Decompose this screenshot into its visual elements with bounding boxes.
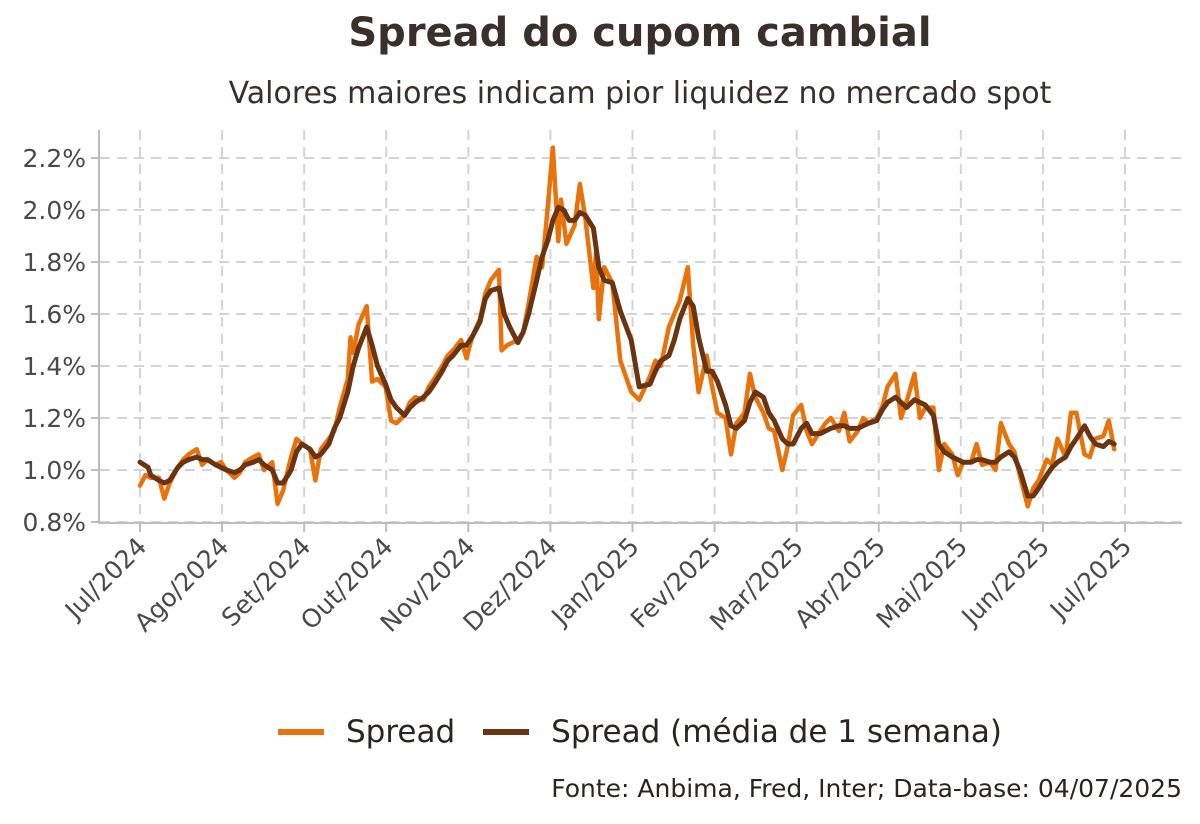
legend-swatch-spread-media — [483, 729, 530, 735]
legend-label-spread-media: Spread (média de 1 semana) — [551, 714, 1003, 750]
y-tick-label: 0.8% — [22, 508, 86, 537]
x-tick-label: Mai/2025 — [871, 532, 973, 634]
chart-subtitle: Valores maiores indicam pior liquidez no… — [228, 76, 1052, 111]
y-tick-label: 2.2% — [22, 144, 86, 173]
legend-item-spread: Spread — [277, 714, 456, 750]
series-lines — [137, 145, 1117, 509]
x-tick-label: Jun/2025 — [955, 532, 1055, 632]
legend-swatch-spread — [277, 729, 324, 735]
y-tick-label: 1.0% — [22, 456, 86, 485]
legend-label-spread: Spread — [345, 714, 456, 750]
y-tick-label: 2.0% — [22, 196, 86, 225]
source-note: Fonte: Anbima, Fred, Inter; Data-base: 0… — [551, 774, 1182, 803]
y-tick-label: 1.6% — [22, 300, 86, 329]
legend-item-spread-media: Spread (média de 1 semana) — [483, 714, 1002, 750]
y-tick-label: 1.8% — [22, 248, 86, 277]
y-tick-label: 1.2% — [22, 404, 86, 433]
chart-title: Spread do cupom cambial — [348, 10, 932, 56]
series-line-spread-media — [137, 204, 1117, 499]
y-tick-label: 1.4% — [22, 352, 86, 381]
axes: 0.8%1.0%1.2%1.4%1.6%1.8%2.0%2.2%Jul/2024… — [22, 130, 1182, 638]
legend: Spread Spread (média de 1 semana) — [0, 714, 1200, 750]
x-tick-label: Jul/2025 — [1043, 532, 1137, 626]
